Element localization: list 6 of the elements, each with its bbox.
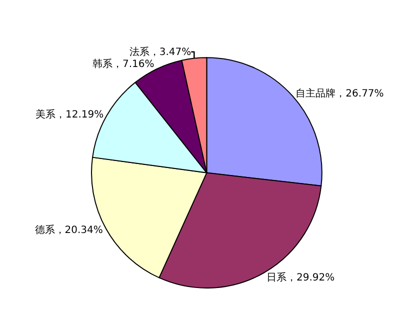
slice-label: 自主品牌，26.77% — [296, 87, 384, 100]
slice-label: 德系，20.34% — [34, 224, 103, 236]
slice-label: 美系，12.19% — [35, 108, 104, 120]
slice-label: 日系，29.92% — [266, 272, 335, 284]
slice-label: 韩系，7.16% — [92, 58, 154, 70]
slice-label: 法系，3.47% — [129, 46, 192, 58]
